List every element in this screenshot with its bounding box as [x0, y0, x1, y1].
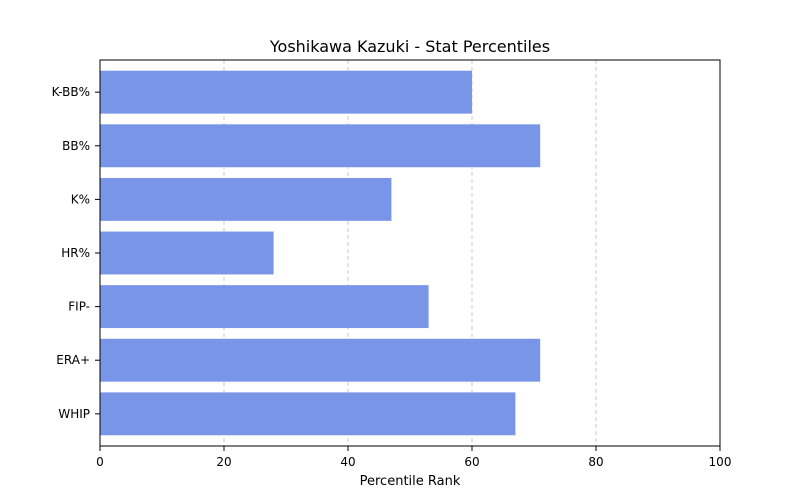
- x-tick-label: 80: [588, 455, 603, 469]
- y-tick-label: HR%: [61, 246, 90, 260]
- bar-k-bb-: [100, 70, 472, 114]
- bar-era-: [100, 338, 541, 382]
- x-axis-ticks: 0 20 40 60 80 100: [96, 446, 731, 469]
- x-tick-label: 40: [340, 455, 355, 469]
- x-tick-label: 20: [216, 455, 231, 469]
- chart-title: Yoshikawa Kazuki - Stat Percentiles: [269, 37, 550, 56]
- bars: [100, 70, 541, 436]
- bar-fip-: [100, 285, 429, 329]
- bar-hr-: [100, 231, 274, 275]
- bar-bb-: [100, 124, 541, 168]
- x-tick-label: 60: [464, 455, 479, 469]
- x-tick-label: 0: [96, 455, 104, 469]
- x-tick-label: 100: [709, 455, 732, 469]
- y-tick-label: K-BB%: [52, 85, 90, 99]
- y-tick-label: WHIP: [58, 407, 90, 421]
- grid: [223, 60, 597, 446]
- y-tick-label: BB%: [62, 139, 90, 153]
- x-axis-label: Percentile Rank: [360, 474, 461, 489]
- bar-k-: [100, 177, 392, 221]
- y-tick-label: K%: [71, 192, 90, 206]
- y-tick-label: ERA+: [56, 353, 90, 367]
- bar-whip: [100, 392, 516, 436]
- y-axis-ticks: WHIP ERA+ FIP- HR% K% BB% K-BB%: [52, 85, 100, 421]
- y-tick-label: FIP-: [68, 300, 90, 314]
